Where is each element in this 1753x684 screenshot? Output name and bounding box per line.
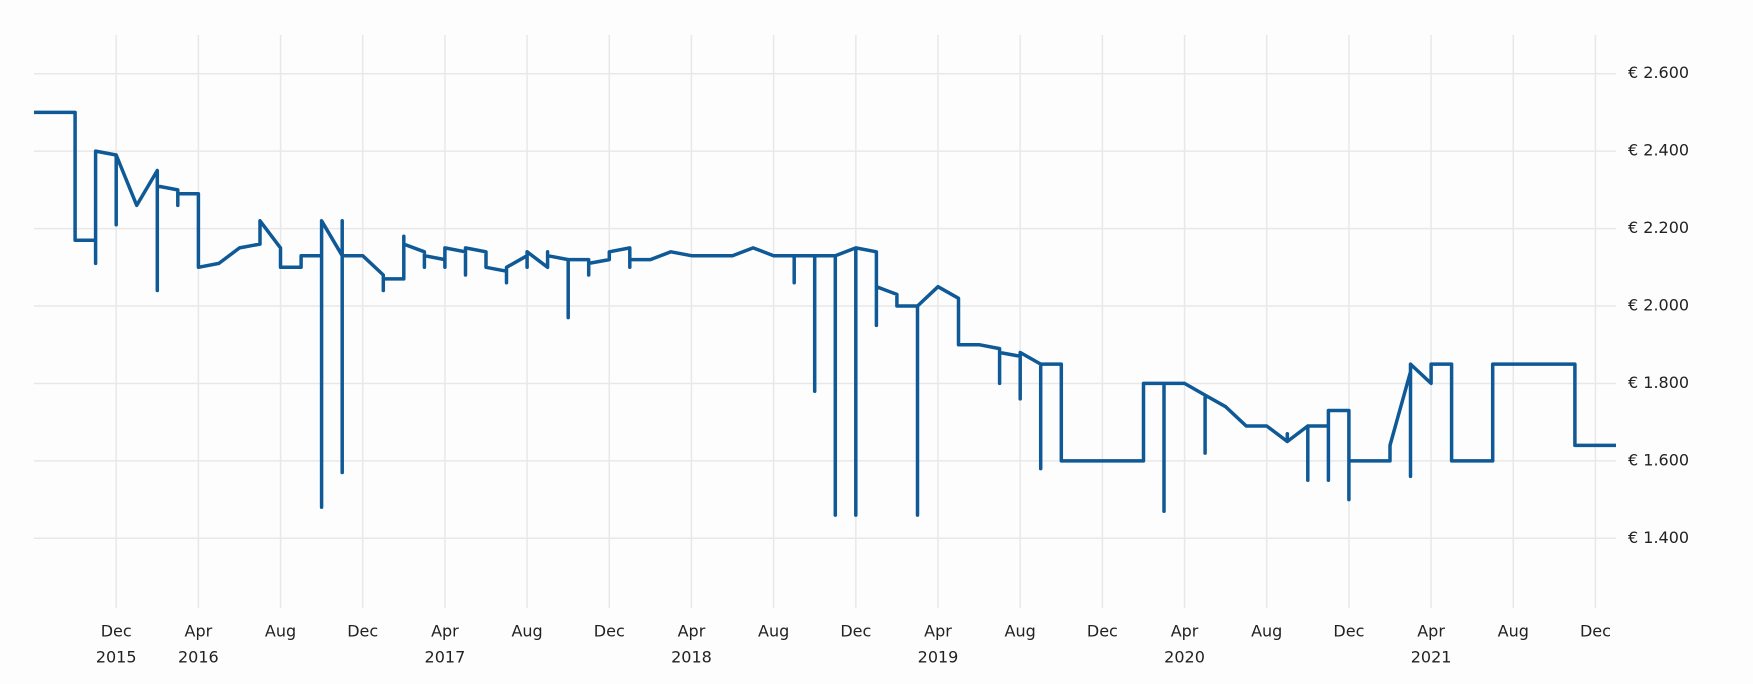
x-year-label: 2019 (918, 648, 959, 667)
x-tick-label: Apr (678, 622, 706, 641)
x-tick-label: Dec (1087, 622, 1118, 641)
x-tick-label: Aug (1251, 622, 1282, 641)
x-tick-label: Apr (1171, 622, 1199, 641)
x-tick-label: Dec (840, 622, 871, 641)
y-tick-label: € 2.600 (1628, 63, 1689, 82)
x-year-label: 2020 (1164, 648, 1205, 667)
y-tick-label: € 1.800 (1628, 373, 1689, 392)
x-tick-label: Aug (1005, 622, 1036, 641)
x-tick-label: Aug (1498, 622, 1529, 641)
x-tick-label: Dec (1580, 622, 1611, 641)
x-tick-label: Apr (185, 622, 213, 641)
x-tick-label: Dec (347, 622, 378, 641)
x-tick-label: Dec (101, 622, 132, 641)
y-tick-label: € 2.000 (1628, 296, 1689, 315)
x-tick-label: Aug (511, 622, 542, 641)
x-tick-label: Apr (431, 622, 459, 641)
y-tick-label: € 2.400 (1628, 141, 1689, 160)
x-year-label: 2017 (425, 648, 466, 667)
x-year-label: 2016 (178, 648, 219, 667)
x-tick-label: Apr (924, 622, 952, 641)
y-tick-label: € 2.200 (1628, 218, 1689, 237)
y-tick-label: € 1.600 (1628, 450, 1689, 469)
x-tick-label: Apr (1417, 622, 1445, 641)
x-year-label: 2015 (96, 648, 137, 667)
x-tick-label: Aug (265, 622, 296, 641)
x-tick-label: Aug (758, 622, 789, 641)
y-tick-label: € 1.400 (1628, 528, 1689, 547)
x-year-label: 2021 (1411, 648, 1452, 667)
x-tick-label: Dec (594, 622, 625, 641)
x-tick-label: Dec (1333, 622, 1364, 641)
price-line (34, 110, 1616, 517)
x-year-label: 2018 (671, 648, 712, 667)
